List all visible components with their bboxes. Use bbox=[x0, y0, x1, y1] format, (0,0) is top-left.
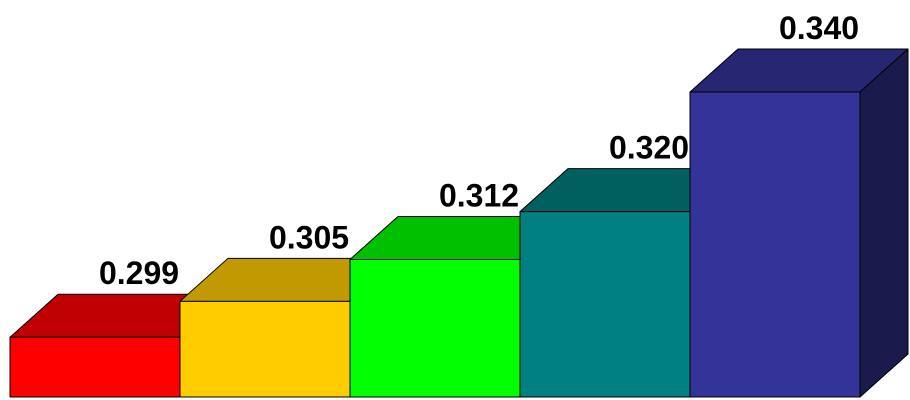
value-label-2: 0.305 bbox=[269, 219, 349, 255]
bar-2-front bbox=[179, 300, 351, 398]
value-label-5: 0.340 bbox=[779, 10, 859, 46]
value-label-3: 0.312 bbox=[439, 177, 519, 213]
bar-3-front bbox=[349, 258, 521, 398]
bar-5-side bbox=[859, 48, 909, 398]
value-label-4: 0.320 bbox=[609, 130, 689, 166]
bar-5-front bbox=[689, 91, 861, 398]
bar-1-front bbox=[9, 336, 181, 398]
value-labels-group: 0.299 0.305 0.312 0.320 0.340 bbox=[99, 10, 859, 291]
bars-group bbox=[9, 48, 909, 398]
value-label-1: 0.299 bbox=[99, 255, 179, 291]
bar-4-front bbox=[519, 211, 691, 398]
